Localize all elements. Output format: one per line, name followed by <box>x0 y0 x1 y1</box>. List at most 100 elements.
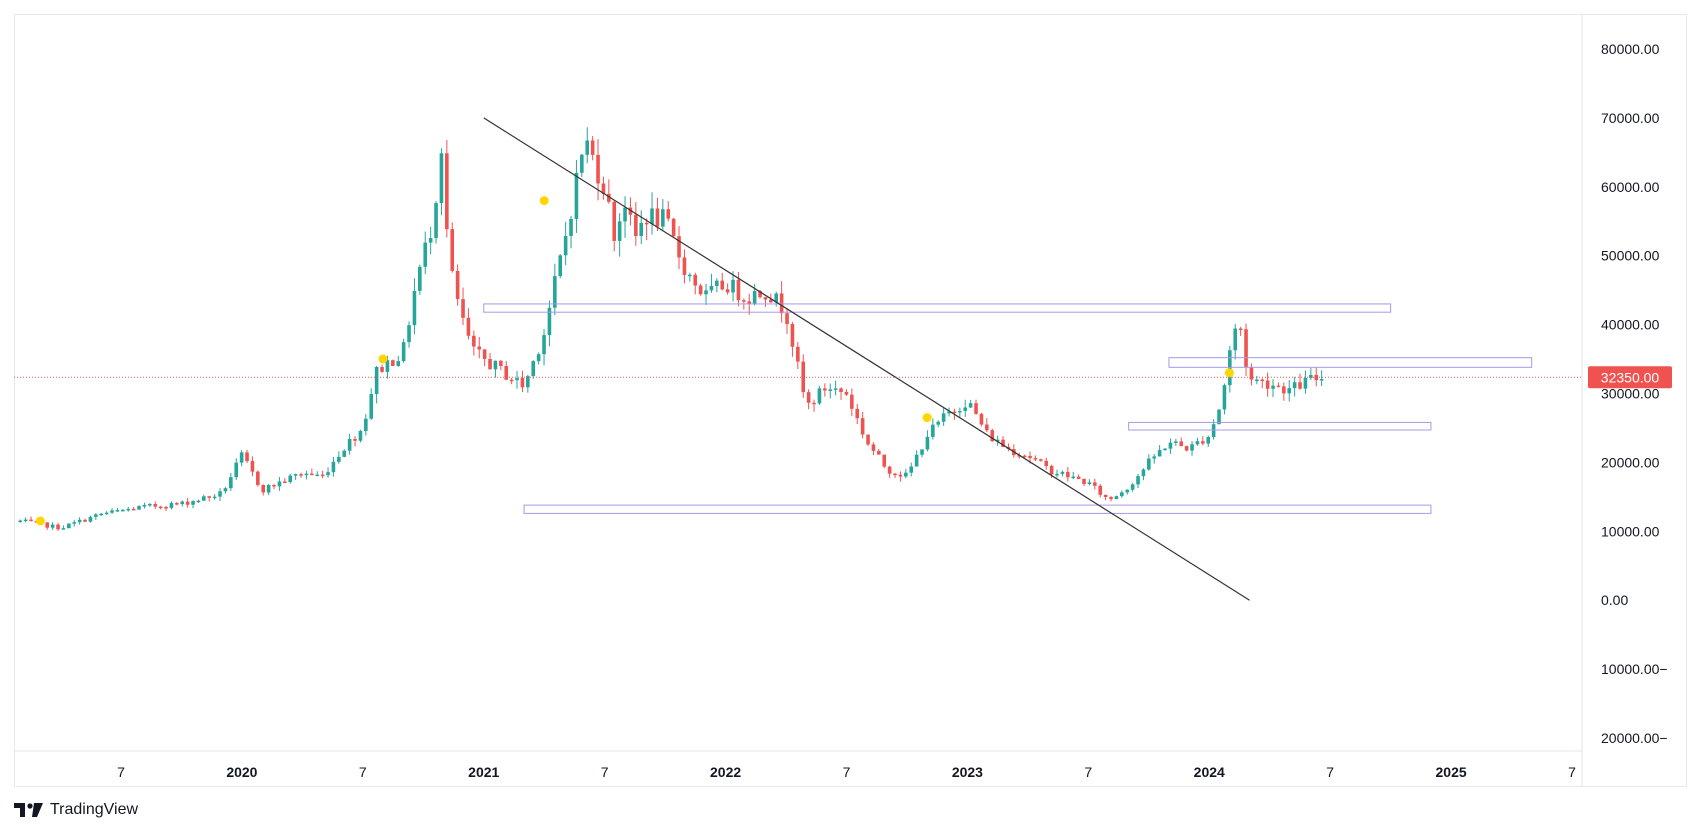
candle-up[interactable] <box>288 475 293 483</box>
candle-down[interactable] <box>45 522 50 528</box>
candle-down[interactable] <box>1039 459 1043 461</box>
candle-down[interactable] <box>823 388 827 391</box>
candle-up[interactable] <box>326 472 330 476</box>
candle-down[interactable] <box>504 366 509 380</box>
candle-up[interactable] <box>817 388 822 404</box>
candle-down[interactable] <box>985 424 989 431</box>
candle-down[interactable] <box>1201 441 1205 444</box>
candle-up[interactable] <box>77 519 82 523</box>
candle-down[interactable] <box>1028 455 1032 459</box>
candle-up[interactable] <box>293 474 298 476</box>
candle-up[interactable] <box>536 354 541 362</box>
candle-down[interactable] <box>720 280 725 290</box>
candle-down[interactable] <box>207 496 212 498</box>
candle-down[interactable] <box>175 503 179 505</box>
candle-up[interactable] <box>434 203 438 239</box>
candle-down[interactable] <box>796 346 800 362</box>
candle-down[interactable] <box>164 507 168 509</box>
candle-up[interactable] <box>920 449 924 455</box>
candle-up[interactable] <box>569 218 573 236</box>
event-marker[interactable] <box>922 413 932 423</box>
candle-up[interactable] <box>229 477 233 489</box>
candle-down[interactable] <box>677 236 681 258</box>
candle-up[interactable] <box>331 461 336 473</box>
candle-up[interactable] <box>61 528 66 530</box>
candle-down[interactable] <box>634 214 638 237</box>
candle-down[interactable] <box>1109 497 1113 500</box>
candle-up[interactable] <box>1287 388 1292 394</box>
candle-up[interactable] <box>347 438 352 451</box>
candle-down[interactable] <box>1298 382 1302 389</box>
candle-up[interactable] <box>342 450 347 457</box>
candle-down[interactable] <box>747 301 752 304</box>
candle-down[interactable] <box>56 524 60 530</box>
candle-up[interactable] <box>715 280 719 287</box>
candle-up[interactable] <box>531 361 536 377</box>
candle-up[interactable] <box>1233 328 1238 351</box>
candle-down[interactable] <box>1093 482 1097 486</box>
candle-down[interactable] <box>758 291 762 298</box>
candle-down[interactable] <box>310 473 314 476</box>
trend-line[interactable] <box>483 117 1250 601</box>
candle-down[interactable] <box>693 274 698 286</box>
candle-up[interactable] <box>547 307 552 336</box>
horizontal-zone-box[interactable] <box>1168 357 1533 368</box>
candle-up[interactable] <box>828 389 833 391</box>
candle-up[interactable] <box>542 335 546 355</box>
candle-down[interactable] <box>272 485 276 487</box>
candle-up[interactable] <box>623 207 627 222</box>
horizontal-zone-box[interactable] <box>1128 421 1432 431</box>
candle-down[interactable] <box>871 444 876 451</box>
candle-down[interactable] <box>1022 455 1027 458</box>
candle-down[interactable] <box>671 218 676 237</box>
candle-up[interactable] <box>774 293 779 303</box>
candle-down[interactable] <box>655 208 660 227</box>
candle-down[interactable] <box>477 346 482 350</box>
candle-down[interactable] <box>850 394 854 409</box>
candle-down[interactable] <box>952 411 957 414</box>
candle-up[interactable] <box>191 501 195 505</box>
candle-down[interactable] <box>1238 328 1243 331</box>
candle-up[interactable] <box>493 360 498 370</box>
candle-down[interactable] <box>1244 329 1248 367</box>
candle-up[interactable] <box>563 235 568 256</box>
candle-down[interactable] <box>612 201 617 241</box>
candle-up[interactable] <box>1309 374 1313 378</box>
candle-down[interactable] <box>83 519 87 522</box>
candle-up[interactable] <box>126 508 131 511</box>
candle-up[interactable] <box>364 418 368 431</box>
event-marker[interactable] <box>378 354 388 364</box>
candle-up[interactable] <box>1303 377 1308 389</box>
candle-up[interactable] <box>1217 409 1221 425</box>
candle-down[interactable] <box>882 454 887 467</box>
candle-down[interactable] <box>898 474 903 477</box>
candle-down[interactable] <box>1103 494 1108 498</box>
candle-down[interactable] <box>763 297 768 300</box>
candle-up[interactable] <box>1157 450 1162 457</box>
candle-up[interactable] <box>1055 473 1059 476</box>
candle-down[interactable] <box>1265 380 1270 389</box>
candle-up[interactable] <box>1136 476 1140 485</box>
candle-up[interactable] <box>99 513 104 516</box>
candle-up[interactable] <box>931 424 935 437</box>
candle-up[interactable] <box>558 255 563 277</box>
candle-down[interactable] <box>601 183 606 194</box>
candle-up[interactable] <box>1130 484 1135 490</box>
candle-up[interactable] <box>515 378 519 381</box>
candle-up[interactable] <box>1195 441 1200 445</box>
candle-down[interactable] <box>245 452 249 462</box>
candle-up[interactable] <box>1271 385 1275 389</box>
candle-up[interactable] <box>904 472 908 477</box>
candle-down[interactable] <box>779 293 784 314</box>
candle-up[interactable] <box>304 473 309 476</box>
candle-up[interactable] <box>72 522 77 524</box>
candle-down[interactable] <box>461 299 465 318</box>
candle-up[interactable] <box>277 481 282 487</box>
candle-down[interactable] <box>607 193 611 202</box>
brand[interactable]: TradingView <box>14 801 138 819</box>
candle-down[interactable] <box>866 434 870 445</box>
candle-down[interactable] <box>1033 458 1038 460</box>
candle-up[interactable] <box>1147 458 1151 470</box>
candle-up[interactable] <box>1114 496 1119 500</box>
candle-up[interactable] <box>1168 442 1173 449</box>
